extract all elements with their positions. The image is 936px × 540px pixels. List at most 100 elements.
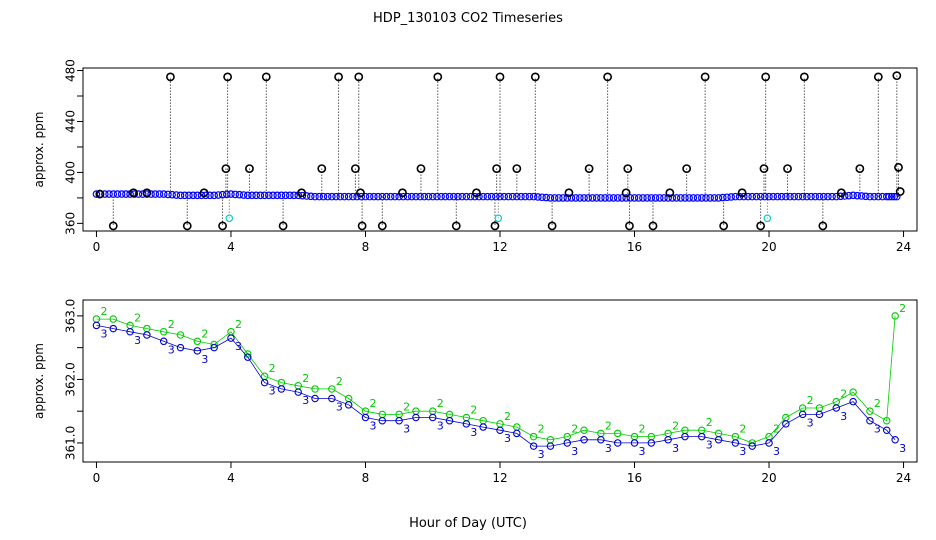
series-point-3: [866, 416, 874, 425]
baseline-point: [479, 192, 487, 201]
spike-point: [892, 71, 902, 81]
series-point-3: [714, 436, 723, 444]
series-marker-label-3: 3: [639, 445, 646, 458]
baseline-point-interp: [483, 192, 492, 201]
series-point-3: [462, 420, 471, 428]
baseline-point-interp: [727, 193, 735, 201]
baseline-point-interp: [239, 191, 248, 199]
baseline-point-interp: [723, 193, 731, 202]
y-axis-label: approx. ppm: [32, 343, 46, 419]
x-tick-label: 12: [492, 240, 507, 254]
series-point-2: [580, 426, 588, 434]
baseline-point-interp: [466, 192, 475, 201]
baseline-point-interp: [101, 190, 109, 198]
baseline-point: [546, 194, 555, 202]
baseline-point-interp: [756, 192, 765, 201]
series-point-3: [479, 423, 487, 431]
series-point-3: [765, 439, 773, 447]
baseline-point-interp: [702, 194, 710, 202]
spike-point: [894, 162, 903, 172]
baseline-point: [748, 192, 757, 201]
spike-point: [648, 221, 658, 231]
baseline-point-interp: [777, 192, 786, 201]
series-point-3: [546, 442, 555, 450]
series-marker-label-3: 3: [840, 410, 847, 423]
baseline-point-interp: [323, 192, 332, 201]
y-tick-label: 400: [64, 161, 78, 184]
top-panel-co2-spikes: 0 4 8 12 16 20 24 360 400 440 480 approx. ppm: [32, 59, 918, 254]
y-tick-label: 363.0: [64, 299, 78, 333]
baseline-point-interp: [349, 192, 357, 201]
series-marker-label-3: 3: [168, 343, 175, 356]
baseline-point-interp: [718, 193, 727, 202]
spike-point: [356, 188, 365, 198]
spike-point: [108, 221, 118, 231]
series-point-3: [277, 385, 286, 393]
baseline-point-interp: [340, 192, 349, 201]
series-marker-label-2: 2: [269, 362, 276, 375]
baseline-point-interp: [197, 191, 206, 200]
baseline-point-interp: [235, 190, 244, 199]
baseline-point-interp: [660, 194, 668, 202]
baseline-point: [496, 192, 504, 201]
series-marker-label-2: 2: [672, 419, 679, 432]
baseline-point-interp: [319, 192, 328, 201]
series-marker-label-2: 2: [201, 327, 208, 340]
spike-point: [873, 72, 883, 82]
baseline-point: [227, 190, 235, 198]
series-point-3: [344, 401, 353, 409]
baseline-point: [866, 192, 874, 201]
x-tick-label: 16: [627, 240, 642, 254]
spike-point: [759, 164, 769, 174]
series-marker-label-2: 2: [100, 305, 107, 318]
series-marker-label-2: 2: [773, 423, 780, 436]
baseline-point: [849, 191, 857, 200]
x-tick-label: 8: [362, 240, 370, 254]
baseline-point-interp: [248, 191, 256, 200]
spike-point: [245, 164, 254, 174]
baseline-point-interp: [134, 190, 143, 198]
baseline-point-interp: [752, 192, 761, 201]
series-marker-label-3: 3: [235, 340, 242, 353]
spike-point: [719, 221, 729, 231]
series-point-3: [731, 439, 740, 447]
baseline-point-interp: [286, 191, 294, 200]
baseline-point-interp: [861, 192, 870, 201]
series-marker-label-2: 2: [571, 423, 578, 436]
baseline-point-interp: [794, 192, 803, 201]
baseline-point-interp: [357, 192, 366, 201]
baseline-point-interp: [550, 194, 559, 202]
baseline-point-interp: [584, 194, 593, 202]
baseline-point-interp: [214, 191, 223, 199]
series-marker-label-2: 2: [807, 394, 814, 407]
baseline-point: [529, 192, 538, 201]
series-point-3: [294, 388, 302, 396]
baseline-point-interp: [685, 194, 693, 202]
series-marker-label-2: 2: [504, 410, 511, 423]
baseline-point-interp: [504, 192, 513, 201]
baseline-point-interp: [601, 194, 609, 202]
baseline-point-interp: [803, 192, 811, 201]
baseline-point-interp: [315, 192, 324, 201]
baseline-point-interp: [449, 192, 458, 201]
baseline-point-interp: [710, 194, 719, 202]
baseline-point-interp: [155, 190, 164, 198]
baseline-point-interp: [811, 192, 820, 201]
spike-point: [547, 221, 557, 231]
baseline-point: [815, 192, 824, 201]
baseline-point-interp: [441, 192, 450, 201]
spike-point: [700, 72, 710, 82]
spike-point: [855, 164, 865, 174]
baseline-point: [344, 192, 353, 201]
series-marker-label-2: 2: [470, 404, 477, 417]
baseline-point-interp: [491, 192, 500, 201]
spike-point: [317, 164, 327, 174]
series-point-2: [109, 315, 118, 323]
baseline-point-interp: [113, 190, 122, 198]
baseline-point-interp: [391, 192, 399, 201]
baseline-point: [782, 192, 790, 201]
series-marker-label-2: 2: [739, 423, 746, 436]
baseline-point-interp: [147, 190, 155, 198]
baseline-point-interp: [433, 192, 441, 201]
